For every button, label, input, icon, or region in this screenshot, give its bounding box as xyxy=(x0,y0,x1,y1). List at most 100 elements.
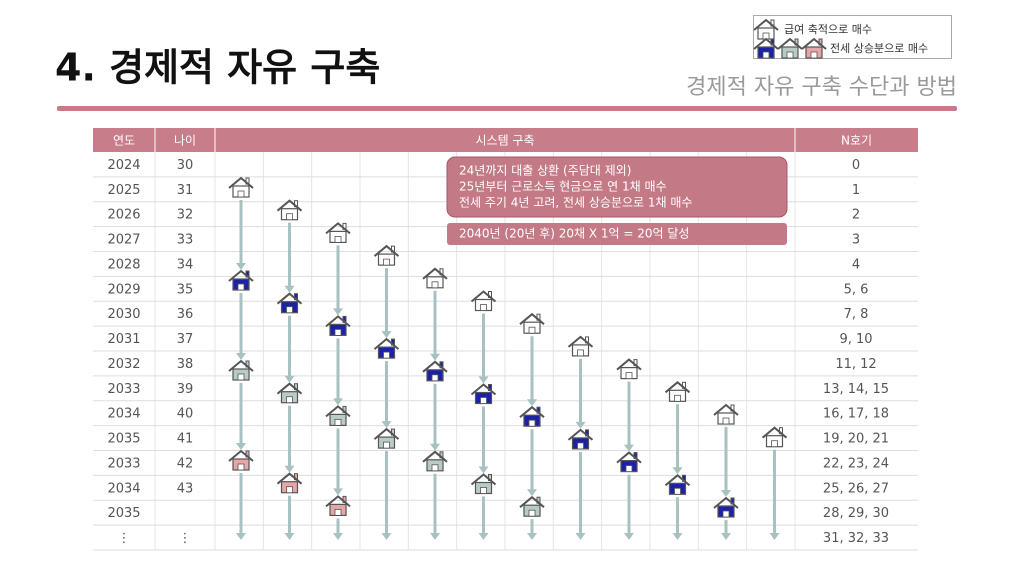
house-icon xyxy=(761,426,788,448)
arrow-head xyxy=(624,533,634,540)
roof xyxy=(567,428,594,441)
door xyxy=(528,326,536,334)
house-icon xyxy=(325,405,351,426)
door xyxy=(334,418,342,426)
cell: ⋮ xyxy=(179,531,192,546)
house-icon xyxy=(325,222,351,243)
goal-box xyxy=(447,223,787,245)
cell: 41 xyxy=(177,432,194,447)
house-icon xyxy=(713,403,739,425)
arrow-head xyxy=(284,533,295,540)
arrow-head xyxy=(575,533,586,540)
header-row xyxy=(93,128,918,152)
cell: 2 xyxy=(852,208,860,223)
roof xyxy=(325,315,351,328)
arrow-head xyxy=(236,353,246,360)
door xyxy=(528,509,536,517)
roof xyxy=(761,426,788,439)
house-icon xyxy=(325,495,351,516)
house-icon xyxy=(616,358,642,380)
house-icon xyxy=(228,359,254,381)
cell: 43 xyxy=(177,481,194,496)
roof xyxy=(519,405,545,418)
roof xyxy=(616,451,642,464)
cell: 42 xyxy=(177,456,194,471)
cell: 28, 29, 30 xyxy=(823,506,889,521)
house-icon xyxy=(228,269,254,291)
note: 24년까지 대출 상환 (주담대 제외) xyxy=(459,164,631,178)
roof xyxy=(228,176,254,189)
cell: 2034 xyxy=(107,407,140,422)
house-icon xyxy=(373,337,400,359)
cell: 31 xyxy=(177,183,194,198)
door xyxy=(577,442,584,450)
house-icon xyxy=(276,382,303,404)
door xyxy=(431,464,439,472)
roof xyxy=(616,358,642,371)
arrow-head xyxy=(478,533,489,540)
house-icon xyxy=(777,37,803,59)
cell: 22, 23, 24 xyxy=(823,456,889,471)
cell: 2031 xyxy=(107,332,140,347)
door xyxy=(237,373,245,381)
arrow-head xyxy=(333,488,343,496)
house-icon xyxy=(753,37,779,59)
roof xyxy=(777,37,803,50)
cell: 9, 10 xyxy=(839,332,872,347)
arrow-head xyxy=(333,308,343,316)
title: 4. 경제적 자유 구축 xyxy=(55,46,380,90)
house-icon xyxy=(567,335,594,357)
column-header: 나이 xyxy=(174,134,196,148)
column-header: 연도 xyxy=(113,134,135,148)
cell: 2035 xyxy=(107,506,140,521)
cell: 5, 6 xyxy=(844,282,869,297)
roof xyxy=(373,337,400,350)
door xyxy=(383,441,390,449)
cell: 2033 xyxy=(107,456,140,471)
arrow-head xyxy=(478,376,489,384)
house-icon xyxy=(422,360,448,382)
door xyxy=(286,213,293,221)
door xyxy=(577,349,584,357)
house-icon xyxy=(325,315,351,336)
door xyxy=(431,281,439,289)
arrow-head xyxy=(284,465,295,473)
legend-label: 전세 상승분으로 매수 xyxy=(830,42,928,55)
roof xyxy=(713,403,739,416)
subtitle: 경제적 자유 구축 수단과 방법 xyxy=(686,75,957,100)
door xyxy=(722,417,730,425)
roof xyxy=(276,199,303,212)
roof xyxy=(325,222,351,235)
arrow-head xyxy=(527,399,537,407)
house-icon xyxy=(519,312,545,334)
cell: 2032 xyxy=(107,357,140,372)
cell: 3 xyxy=(852,233,860,248)
house-icon xyxy=(753,18,779,40)
door xyxy=(528,419,536,427)
roof xyxy=(664,473,691,487)
door xyxy=(674,394,681,402)
note: 전세 주기 4년 고려, 전세 상승분으로 1채 매수 xyxy=(459,196,692,210)
arrow-head xyxy=(575,421,586,429)
cell: 2030 xyxy=(107,307,140,322)
door xyxy=(480,397,487,404)
house-icon xyxy=(276,199,303,221)
cell: 2025 xyxy=(107,183,140,198)
cell: 32 xyxy=(177,208,194,223)
house-icon xyxy=(801,37,827,59)
door xyxy=(334,235,342,243)
roof xyxy=(713,496,739,509)
door xyxy=(625,465,633,473)
house-icon xyxy=(422,267,448,289)
house-icon xyxy=(567,428,594,450)
house-icon xyxy=(519,405,545,427)
cell: ⋮ xyxy=(118,531,131,546)
door xyxy=(480,304,487,311)
roof xyxy=(276,382,303,395)
house-icon xyxy=(373,244,400,266)
cell: 39 xyxy=(177,382,194,397)
cell: 25, 26, 27 xyxy=(823,481,889,496)
arrow-head xyxy=(236,443,246,450)
arrow-head xyxy=(333,398,343,406)
